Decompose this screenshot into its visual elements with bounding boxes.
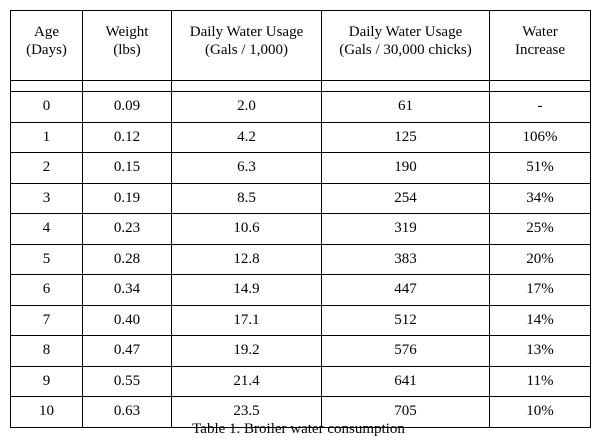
cell-water-per-30000: 512	[321, 304, 490, 336]
cell-age: 8	[10, 335, 83, 367]
cell-age: 7	[10, 304, 83, 336]
header-water-per-1000-line1: Daily Water Usage	[189, 24, 304, 40]
cell-weight: 0.28	[82, 243, 172, 275]
spacer-cell	[171, 80, 322, 92]
cell-water-per-30000: 190	[321, 152, 490, 184]
cell-water-increase: 25%	[489, 213, 591, 245]
cell-water-per-30000: 61	[321, 91, 490, 123]
cell-age: 6	[10, 274, 83, 306]
cell-water-per-30000: 319	[321, 213, 490, 245]
cell-water-per-1000: 21.4	[171, 365, 322, 397]
cell-weight: 0.55	[82, 365, 172, 397]
header-weight: Weight (lbs)	[82, 10, 172, 81]
cell-water-per-30000: 254	[321, 182, 490, 214]
cell-age: 9	[10, 365, 83, 397]
table-row: 6 0.34 14.9 447 17%	[10, 274, 591, 306]
table-row: 9 0.55 21.4 641 11%	[10, 365, 591, 397]
cell-water-per-1000: 12.8	[171, 243, 322, 275]
header-water-per-30000-line2: (Gals / 30,000 chicks)	[339, 42, 472, 58]
cell-water-increase: 17%	[489, 274, 591, 306]
cell-water-per-30000: 705	[321, 396, 490, 428]
cell-weight: 0.63	[82, 396, 172, 428]
cell-water-per-1000: 10.6	[171, 213, 322, 245]
cell-water-per-1000: 17.1	[171, 304, 322, 336]
table-row: 0 0.09 2.0 61-	[10, 91, 591, 123]
header-water-per-1000-line2: (Gals / 1,000)	[205, 42, 288, 58]
spacer-cell	[321, 80, 490, 92]
cell-water-per-30000: 576	[321, 335, 490, 367]
table-caption: Table 1. Broiler water consumption	[192, 421, 405, 437]
table-row: 2 0.15 6.3 190 51%	[10, 152, 591, 184]
header-age-line2: (Days)	[26, 42, 67, 58]
header-water-increase-line1: Water	[522, 24, 558, 40]
cell-weight: 0.09	[82, 91, 172, 123]
table-row: 3 0.19 8.5 254 34%	[10, 182, 591, 214]
header-age: Age (Days)	[10, 10, 83, 81]
cell-water-increase: 11%	[489, 365, 591, 397]
cell-weight: 0.19	[82, 182, 172, 214]
cell-water-increase: 20%	[489, 243, 591, 275]
cell-water-per-30000: 383	[321, 243, 490, 275]
cell-age: 2	[10, 152, 83, 184]
spacer-cell	[489, 80, 591, 92]
header-water-increase: Water Increase	[489, 10, 591, 81]
table-row: 1 0.12 4.2 125 106%	[10, 121, 591, 153]
spacer-cell	[10, 80, 83, 92]
cell-water-increase: 13%	[489, 335, 591, 367]
table-row: 5 0.28 12.8 383 20%	[10, 243, 591, 275]
header-water-per-30000-line1: Daily Water Usage	[348, 24, 463, 40]
table-row: 8 0.47 19.2 576 13%	[10, 335, 591, 367]
cell-weight: 0.12	[82, 121, 172, 153]
table-row: 10 0.63 23.5 705 10%	[10, 396, 591, 428]
cell-weight: 0.23	[82, 213, 172, 245]
cell-water-increase: 14%	[489, 304, 591, 336]
cell-water-increase: -	[489, 91, 591, 123]
table-header-row: Age (Days) Weight (lbs) Daily Water Usag…	[10, 10, 591, 81]
header-weight-line1: Weight	[105, 24, 149, 40]
cell-water-per-1000: 8.5	[171, 182, 322, 214]
cell-age: 1	[10, 121, 83, 153]
cell-age: 3	[10, 182, 83, 214]
cell-water-per-1000: 2.0	[171, 91, 322, 123]
header-age-line1: Age	[34, 24, 59, 40]
cell-water-increase: 106%	[489, 121, 591, 153]
broiler-water-table: Age (Days) Weight (lbs) Daily Water Usag…	[10, 10, 591, 428]
header-spacer-row	[10, 80, 591, 92]
cell-age: 4	[10, 213, 83, 245]
cell-water-increase: 34%	[489, 182, 591, 214]
cell-weight: 0.15	[82, 152, 172, 184]
table-row: 4 0.23 10.6 319 25%	[10, 213, 591, 245]
cell-water-per-30000: 641	[321, 365, 490, 397]
cell-water-per-30000: 447	[321, 274, 490, 306]
header-water-per-1000: Daily Water Usage (Gals / 1,000)	[171, 10, 322, 81]
cell-water-per-30000: 125	[321, 121, 490, 153]
spacer-cell	[82, 80, 172, 92]
cell-age: 5	[10, 243, 83, 275]
cell-age: 0	[10, 91, 83, 123]
cell-weight: 0.40	[82, 304, 172, 336]
cell-water-per-1000: 19.2	[171, 335, 322, 367]
cell-water-increase: 10%	[489, 396, 591, 428]
cell-water-increase: 51%	[489, 152, 591, 184]
table-row: 7 0.40 17.1 512 14%	[10, 304, 591, 336]
cell-water-per-1000: 4.2	[171, 121, 322, 153]
cell-water-per-1000: 6.3	[171, 152, 322, 184]
cell-water-per-1000: 14.9	[171, 274, 322, 306]
header-water-increase-line2: Increase	[515, 42, 565, 58]
table-body: 0 0.09 2.0 61-1 0.12 4.2 125 106% 2 0.15 6.3 190 51%…	[10, 80, 591, 428]
cell-age: 10	[10, 396, 83, 428]
header-weight-line2: (lbs)	[113, 42, 141, 58]
cell-weight: 0.34	[82, 274, 172, 306]
cell-weight: 0.47	[82, 335, 172, 367]
header-water-per-30000: Daily Water Usage (Gals / 30,000 chicks)	[321, 10, 490, 81]
